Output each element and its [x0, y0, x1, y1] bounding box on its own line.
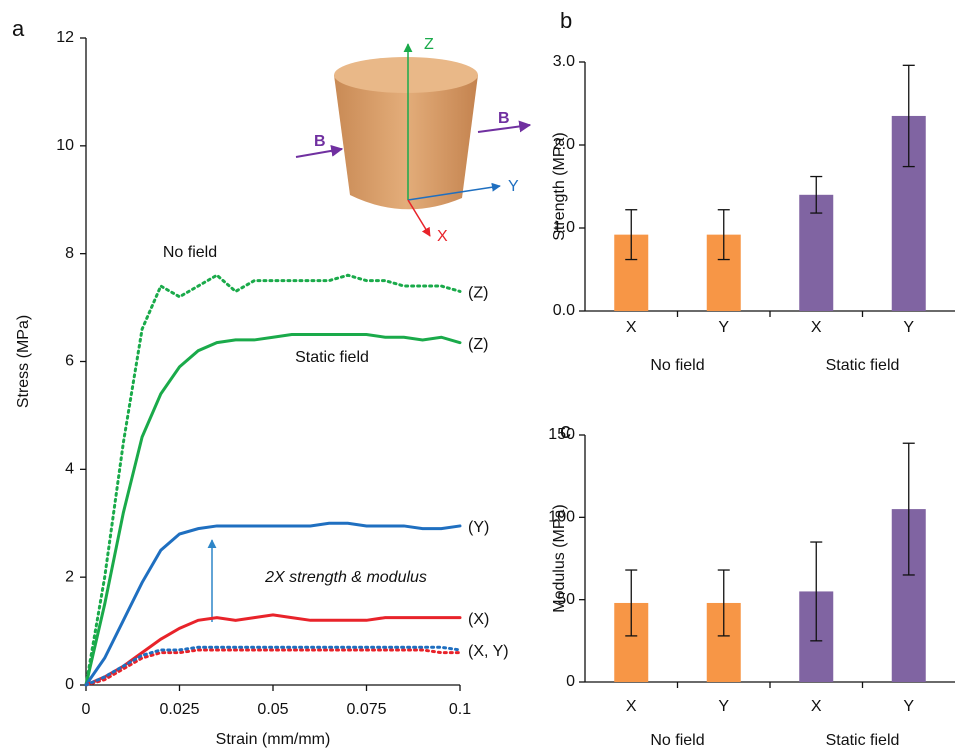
- y-axis-label: Stress (MPa): [15, 315, 32, 408]
- series-label: (Z): [468, 285, 488, 302]
- series-label: (Y): [468, 519, 489, 536]
- y-tick-label: 0: [566, 673, 575, 690]
- x-tick-label: Y: [903, 319, 914, 336]
- error-bar: [902, 64, 915, 168]
- y-tick-label: 0: [65, 676, 74, 693]
- y-tick-label: 150: [548, 426, 575, 443]
- series-label: (X, Y): [468, 643, 509, 660]
- y-axis-label: Strength (MPa): [551, 132, 568, 240]
- y-tick-label: 10: [56, 137, 74, 154]
- sample-top: [334, 57, 478, 93]
- inset-label: Y: [508, 178, 519, 195]
- error-bar: [717, 209, 730, 261]
- y-axis-label: Modulus (MPa): [551, 504, 568, 612]
- line-series: [84, 273, 462, 687]
- y-axis-arrow: [407, 182, 501, 201]
- y-tick-label: 8: [65, 245, 74, 262]
- inset-label: X: [437, 228, 448, 245]
- field-arrow: [295, 144, 344, 158]
- y-tick-label: 2: [65, 568, 74, 585]
- sample-cup: [334, 75, 478, 210]
- y-tick-label: 2.0: [553, 136, 575, 153]
- y-tick-label: 4: [65, 461, 74, 478]
- inset-label: B: [498, 110, 510, 127]
- inset: Z Y X B B: [295, 36, 532, 245]
- x-tick-label: 0: [82, 701, 91, 718]
- line-series: [84, 333, 462, 687]
- x-axis-label: Strain (mm/mm): [216, 731, 331, 748]
- group-label: No field: [650, 357, 704, 374]
- line-series: [84, 645, 462, 687]
- line-series: [84, 613, 462, 687]
- bar: [799, 194, 834, 311]
- error-bar: [625, 569, 638, 637]
- y-tick-label: 6: [65, 353, 74, 370]
- inset-label: Z: [424, 36, 434, 53]
- group-label: Static field: [826, 732, 900, 749]
- x-axis-arrow: [407, 199, 431, 237]
- line-series: [84, 648, 462, 687]
- x-tick-label: 0.1: [449, 701, 471, 718]
- group-label: No field: [650, 732, 704, 749]
- error-bar: [810, 541, 823, 642]
- panel-label: b: [560, 8, 572, 33]
- x-tick-label: X: [811, 698, 822, 715]
- error-bar: [717, 569, 730, 637]
- x-tick-label: X: [626, 319, 637, 336]
- x-tick-label: Y: [718, 698, 729, 715]
- x-tick-label: Y: [718, 319, 729, 336]
- line-series: [84, 521, 462, 687]
- x-tick-label: X: [626, 698, 637, 715]
- panel-label: c: [560, 418, 571, 443]
- annotation: 2X strength & modulus: [264, 569, 427, 586]
- y-tick-label: 3.0: [553, 53, 575, 70]
- group-label: Static field: [826, 357, 900, 374]
- x-tick-label: 0.05: [257, 701, 288, 718]
- x-tick-label: X: [811, 319, 822, 336]
- annotation: Static field: [295, 349, 369, 366]
- y-tick-label: 12: [56, 29, 74, 46]
- x-tick-label: Y: [903, 698, 914, 715]
- series-label: (Z): [468, 336, 488, 353]
- y-tick-label: 0.0: [553, 302, 575, 319]
- y-tick-label: 1.0: [553, 219, 575, 236]
- error-bar: [902, 442, 915, 576]
- error-bar: [810, 175, 823, 214]
- inset-label: B: [314, 133, 326, 150]
- x-tick-label: 0.025: [159, 701, 199, 718]
- y-tick-label: 100: [548, 509, 575, 526]
- annotation: No field: [163, 244, 217, 261]
- field-arrow: [477, 120, 532, 133]
- error-bar: [625, 209, 638, 261]
- panel-label: a: [12, 16, 25, 41]
- x-tick-label: 0.075: [346, 701, 386, 718]
- y-tick-label: 50: [557, 591, 575, 608]
- series-label: (X): [468, 611, 489, 628]
